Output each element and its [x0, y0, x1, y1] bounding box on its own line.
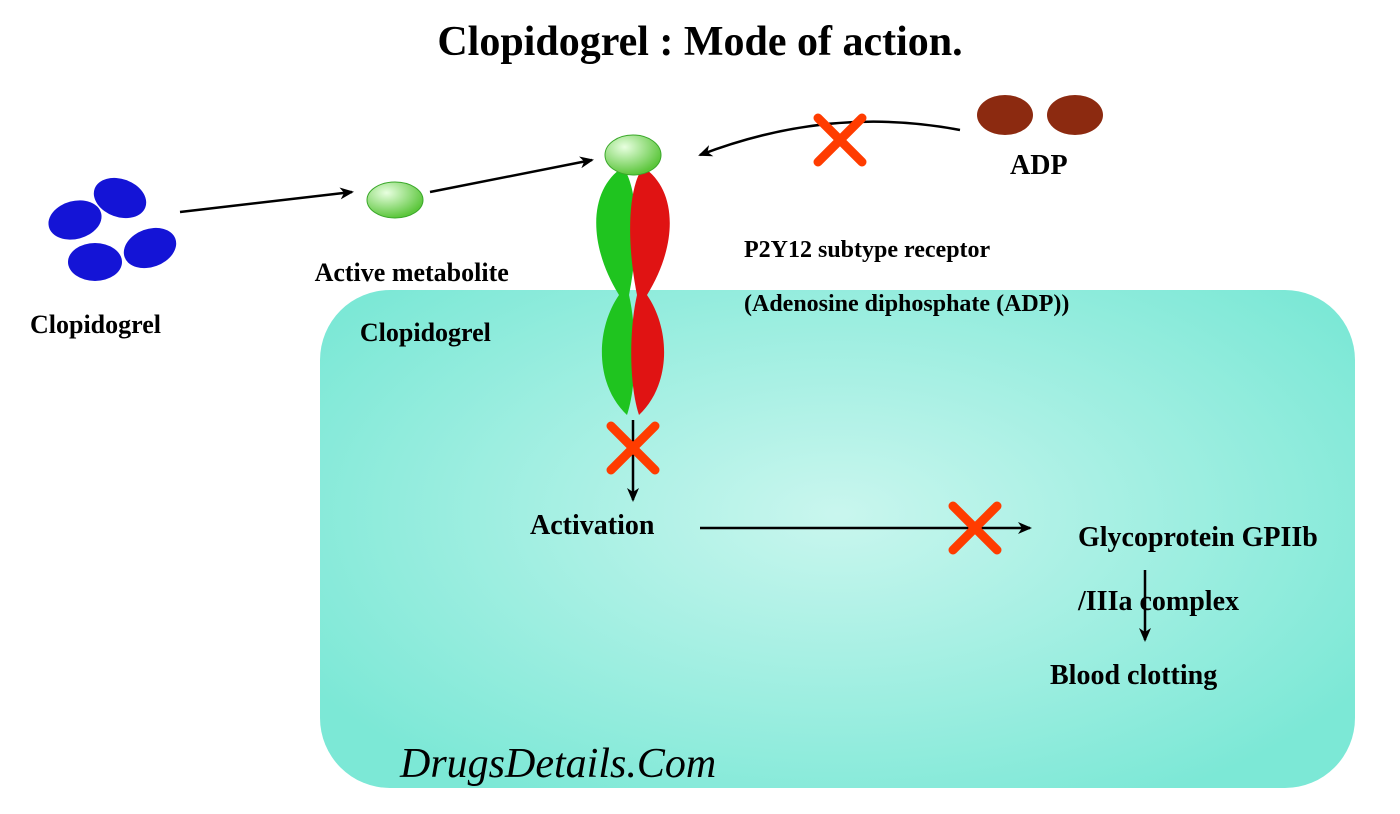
- receptor-label: P2Y12 subtype receptor (Adenosine diphos…: [720, 210, 1069, 345]
- adp-label: ADP: [1010, 150, 1068, 182]
- clopidogrel-label: Clopidogrel: [30, 310, 161, 340]
- adp-cluster: [977, 95, 1103, 135]
- receptor-label-line1: P2Y12 subtype receptor: [744, 237, 990, 263]
- glycoprotein-line1: Glycoprotein GPIIb: [1078, 522, 1318, 553]
- clop-to-active: [180, 192, 352, 212]
- blood-clotting-label: Blood clotting: [1050, 660, 1217, 692]
- watermark: DrugsDetails.Com: [400, 740, 716, 788]
- active-metabolite-icon: [367, 182, 423, 218]
- active-metabolite-line1: Active metabolite: [315, 258, 509, 287]
- glycoprotein-label: Glycoprotein GPIIb /IIIa complex: [1050, 490, 1318, 650]
- activation-label: Activation: [530, 510, 654, 542]
- active-to-receptor: [430, 160, 592, 192]
- diagram-title: Clopidogrel : Mode of action.: [0, 18, 1400, 66]
- cross-adp: [818, 118, 862, 162]
- clopidogrel-cluster: [44, 171, 182, 281]
- active-metabolite-line2: Clopidogrel: [316, 318, 535, 348]
- adp-to-receptor: [700, 122, 960, 155]
- receptor-label-line2: (Adenosine diphosphate (ADP)): [744, 291, 1069, 317]
- diagram-stage: Clopidogrel : Mode of action.: [0, 0, 1400, 814]
- glycoprotein-line2: /IIIa complex: [1078, 586, 1239, 617]
- active-metabolite-label: Active metabolite Clopidogrel: [290, 228, 509, 378]
